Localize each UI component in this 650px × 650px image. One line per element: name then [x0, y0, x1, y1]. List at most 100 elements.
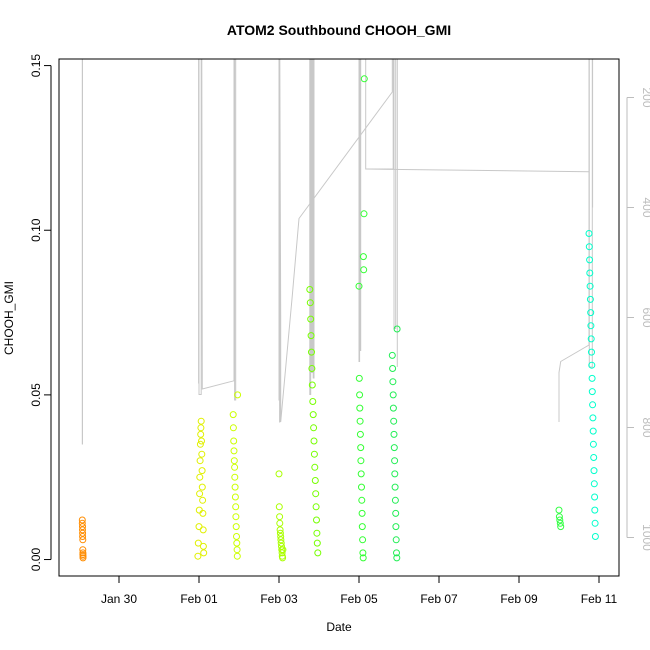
- data-point: [360, 75, 368, 83]
- data-point: [196, 490, 204, 498]
- data-point: [391, 483, 399, 491]
- y-tick-label: 0.00: [29, 548, 43, 572]
- x-tick-label: Feb 09: [500, 592, 538, 606]
- data-point: [195, 523, 203, 531]
- data-point: [356, 430, 364, 438]
- data-point: [199, 542, 207, 550]
- x-tick-label: Feb 01: [180, 592, 218, 606]
- data-point: [587, 309, 595, 317]
- data-point: [279, 554, 287, 562]
- data-point: [198, 467, 206, 475]
- data-point: [276, 519, 284, 527]
- x-axis: Jan 30 Feb 01 Feb 03 Feb 05 Feb 07 Feb 09 Feb …: [101, 575, 618, 606]
- data-point: [389, 391, 397, 399]
- data-point: [313, 539, 321, 547]
- data-point: [308, 381, 316, 389]
- data-point: [591, 493, 599, 501]
- data-point: [358, 483, 365, 491]
- data-point: [310, 437, 318, 445]
- x-axis-label: Date: [326, 620, 352, 634]
- altitude-trace-4: [358, 58, 398, 367]
- data-point: [591, 506, 599, 514]
- right-tick-label: 600: [640, 307, 650, 327]
- data-point: [194, 539, 202, 547]
- data-point: [587, 335, 595, 343]
- data-point: [310, 450, 318, 458]
- data-point: [279, 546, 287, 554]
- data-point: [233, 546, 241, 554]
- data-point: [276, 526, 284, 534]
- data-point: [589, 440, 597, 448]
- data-point: [557, 523, 565, 531]
- data-point: [314, 549, 322, 557]
- data-point: [79, 554, 87, 562]
- altitude-trace-1: [198, 58, 237, 401]
- data-point: [78, 519, 86, 527]
- data-point: [233, 533, 240, 540]
- data-point: [588, 361, 596, 369]
- data-point: [313, 529, 321, 537]
- data-point: [388, 351, 396, 359]
- data-point: [231, 483, 239, 491]
- data-point: [357, 470, 365, 478]
- data-point: [197, 424, 205, 432]
- x-tick-label: Jan 30: [101, 592, 137, 606]
- data-point: [589, 427, 597, 435]
- data-point: [591, 519, 599, 527]
- data-point: [393, 549, 400, 557]
- data-point: [198, 483, 206, 491]
- right-tick-label: 800: [640, 417, 650, 437]
- data-point: [556, 519, 564, 527]
- data-point: [230, 437, 238, 445]
- data-point: [307, 315, 315, 323]
- data-point: [359, 536, 367, 544]
- data-point: [309, 398, 317, 405]
- data-point: [392, 536, 400, 544]
- data-point: [389, 365, 397, 372]
- data-point: [390, 444, 398, 452]
- data-point: [588, 348, 595, 356]
- data-point: [556, 516, 564, 524]
- data-point: [200, 549, 208, 557]
- data-point: [276, 513, 284, 521]
- data-point: [196, 473, 204, 481]
- data-point: [230, 447, 238, 455]
- data-point: [555, 506, 563, 514]
- data-point: [79, 523, 86, 531]
- altitude-trace-5: [558, 58, 594, 422]
- data-point: [308, 365, 316, 372]
- data-point: [198, 437, 205, 445]
- data-point: [586, 269, 594, 277]
- data-point: [359, 549, 367, 557]
- data-point: [390, 430, 398, 438]
- data-point: [590, 480, 598, 488]
- data-point: [232, 523, 240, 531]
- data-point: [277, 536, 285, 544]
- data-point: [276, 529, 284, 537]
- data-point: [358, 509, 366, 517]
- data-point: [313, 516, 320, 524]
- data-point: [355, 282, 363, 290]
- data-point: [231, 463, 239, 471]
- data-point: [199, 509, 207, 517]
- data-point: [389, 378, 397, 386]
- data-point: [555, 513, 563, 521]
- data-point: [589, 401, 597, 409]
- data-point: [232, 503, 240, 511]
- y-axis: 0.00 0.05 0.10 0.15: [29, 54, 52, 572]
- x-tick-label: Feb 05: [340, 592, 378, 606]
- data-point: [232, 513, 240, 521]
- data-point: [588, 374, 596, 382]
- data-point: [392, 523, 400, 531]
- data-point: [234, 391, 242, 399]
- data-point: [275, 503, 283, 511]
- data-point: [311, 477, 319, 484]
- data-point: [389, 404, 397, 412]
- data-point: [585, 230, 593, 237]
- data-point: [278, 549, 286, 557]
- data-point: [278, 542, 285, 550]
- right-tick-label: 200: [640, 87, 650, 107]
- data-point: [310, 424, 318, 432]
- data-point: [360, 210, 368, 218]
